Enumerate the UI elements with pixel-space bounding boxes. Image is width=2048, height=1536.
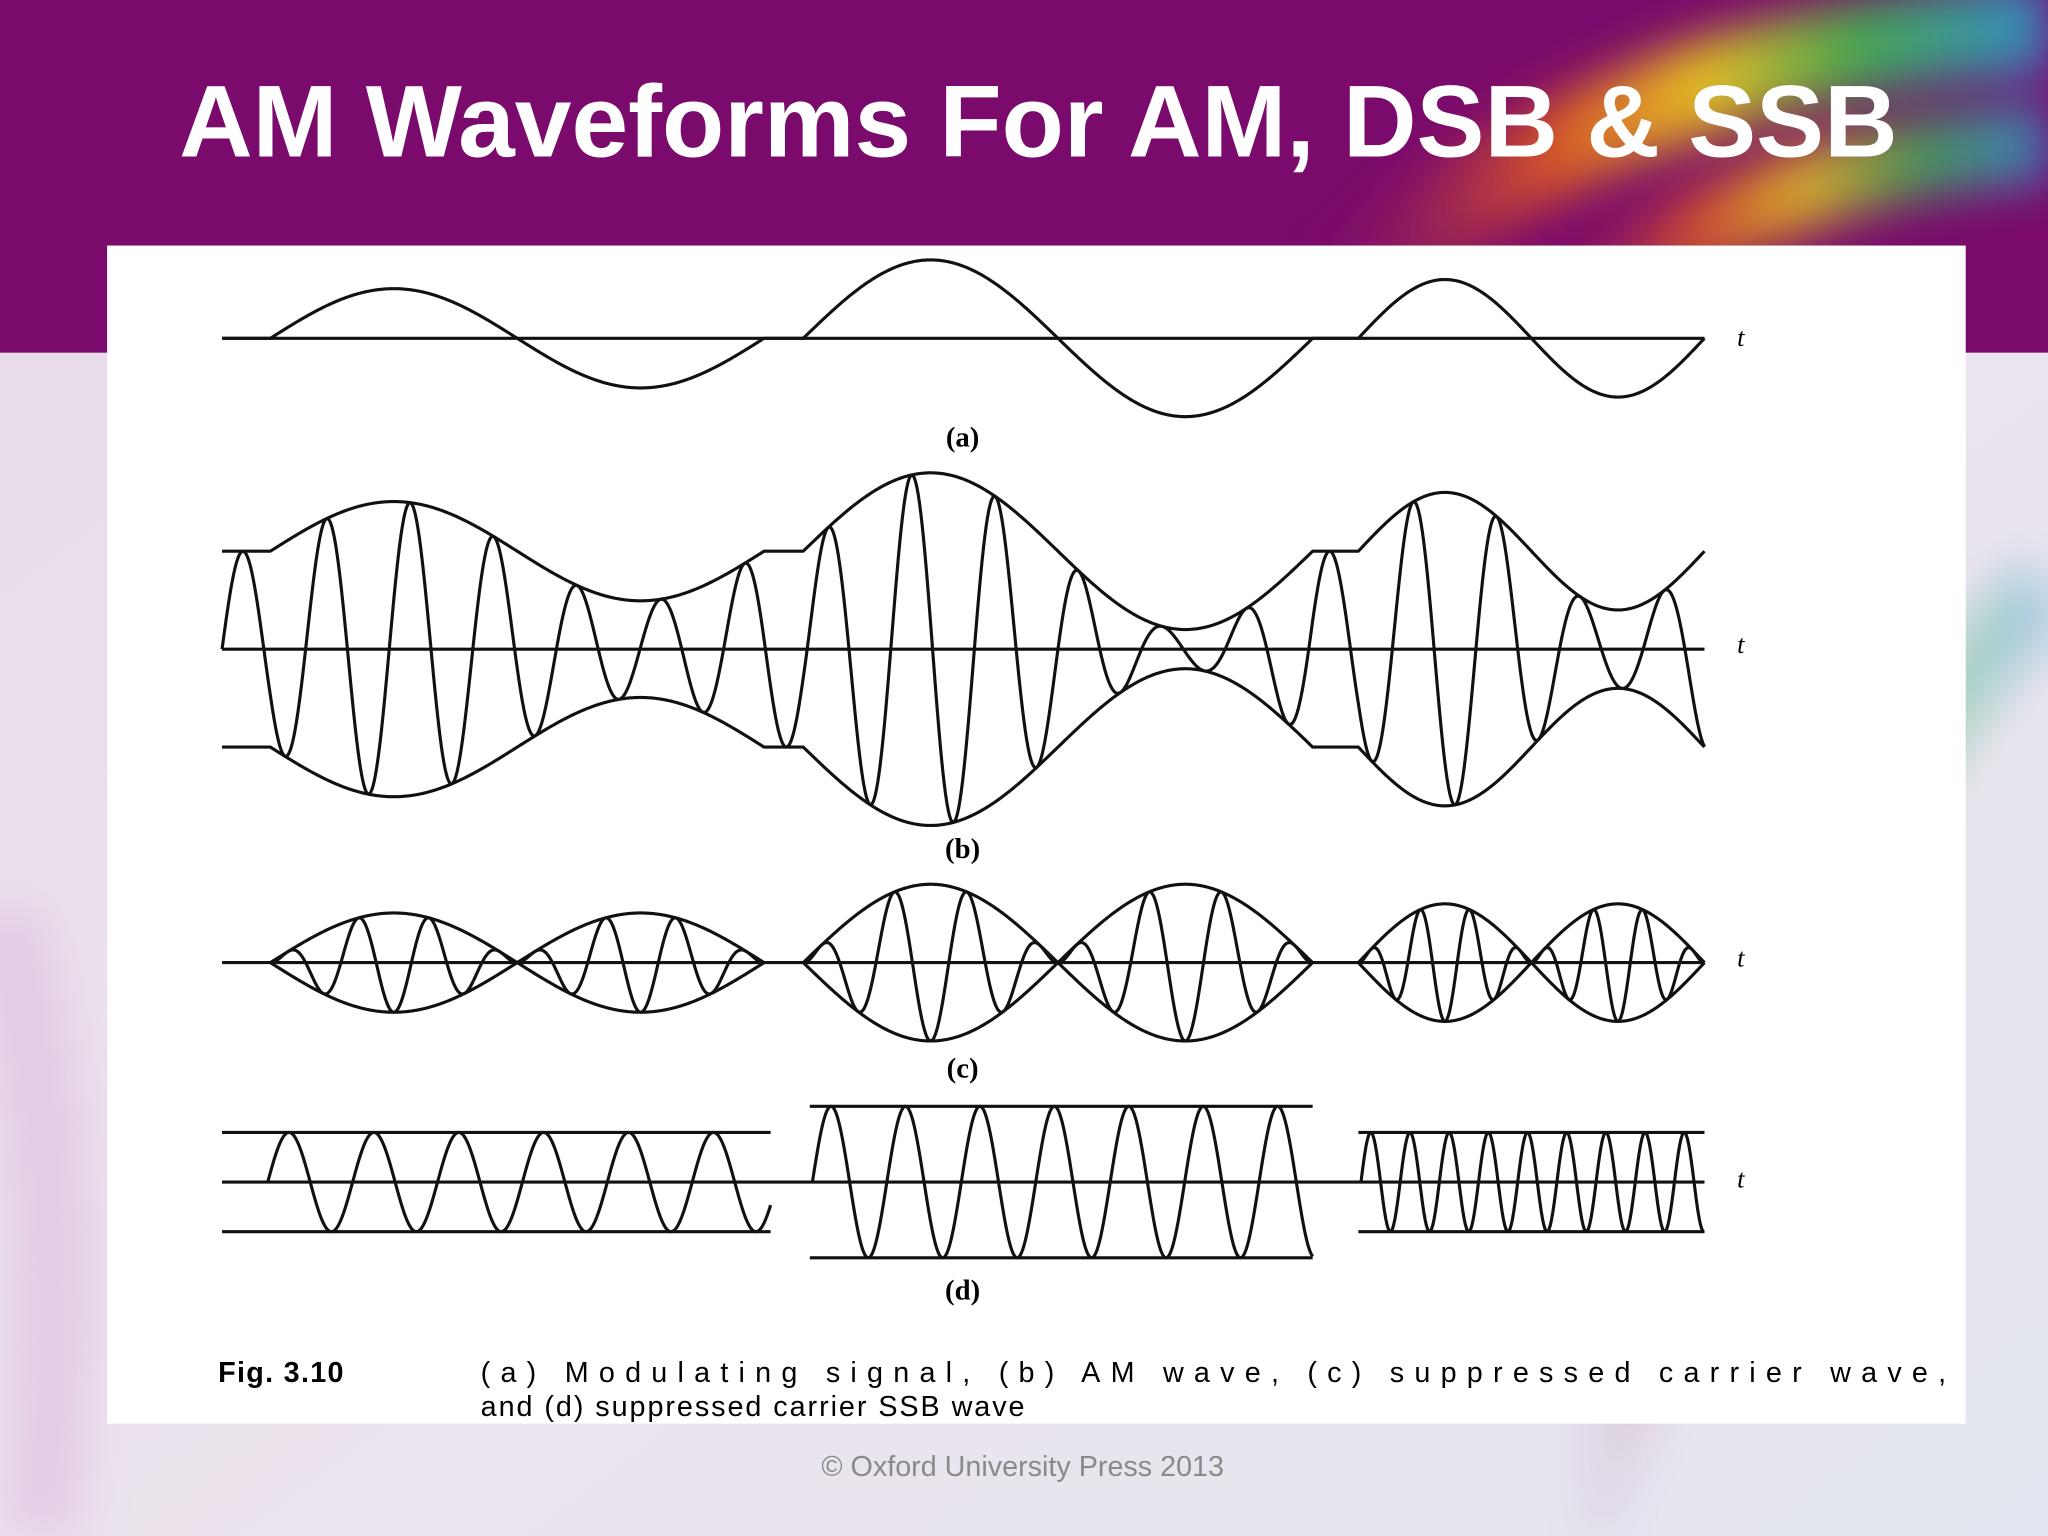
envelope xyxy=(221,471,1706,632)
ssb-wave xyxy=(1359,1131,1705,1233)
panel-label: (d) xyxy=(945,1275,980,1307)
ssb-wave xyxy=(810,1104,1314,1260)
slide-title: AM Waveforms For AM, DSB & SSB xyxy=(179,65,1898,179)
axis-label: t xyxy=(1737,323,1745,352)
dsb-wave xyxy=(270,916,765,1014)
dsb-wave xyxy=(803,890,1313,1043)
footer: © Oxford University Press 2013 xyxy=(821,1451,1224,1483)
modulating-signal xyxy=(221,258,1706,419)
caption-line: and (d) suppressed carrier SSB wave xyxy=(481,1391,1027,1423)
panel-label: (b) xyxy=(945,833,980,865)
caption-number: Fig. 3.10 xyxy=(218,1357,345,1389)
axis-label: t xyxy=(1737,944,1745,973)
panel-label: (c) xyxy=(947,1053,979,1085)
am-wave xyxy=(220,473,1706,824)
figure-panel xyxy=(107,245,1966,1424)
panel-label: (a) xyxy=(946,422,980,454)
axis-label: t xyxy=(1737,630,1745,659)
ssb-wave xyxy=(266,1130,773,1234)
axis-label: t xyxy=(1737,1164,1745,1193)
waveforms xyxy=(220,258,1706,1260)
dsb-wave xyxy=(1358,908,1705,1023)
